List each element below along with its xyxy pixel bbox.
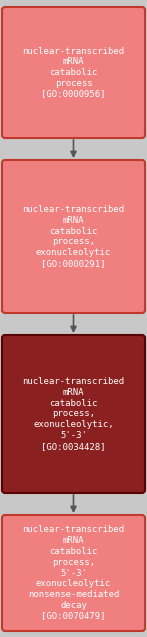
FancyBboxPatch shape xyxy=(2,515,145,631)
Text: nuclear-transcribed
mRNA
catabolic
process,
exonucleolytic
[GO:0000291]: nuclear-transcribed mRNA catabolic proce… xyxy=(22,205,125,268)
Text: nuclear-transcribed
mRNA
catabolic
process,
5'-3'
exonucleolytic
nonsense-mediat: nuclear-transcribed mRNA catabolic proce… xyxy=(22,526,125,620)
FancyBboxPatch shape xyxy=(2,160,145,313)
FancyBboxPatch shape xyxy=(2,335,145,493)
Text: nuclear-transcribed
mRNA
catabolic
process
[GO:0000956]: nuclear-transcribed mRNA catabolic proce… xyxy=(22,47,125,99)
FancyBboxPatch shape xyxy=(2,7,145,138)
Text: nuclear-transcribed
mRNA
catabolic
process,
exonucleolytic,
5'-3'
[GO:0034428]: nuclear-transcribed mRNA catabolic proce… xyxy=(22,377,125,451)
